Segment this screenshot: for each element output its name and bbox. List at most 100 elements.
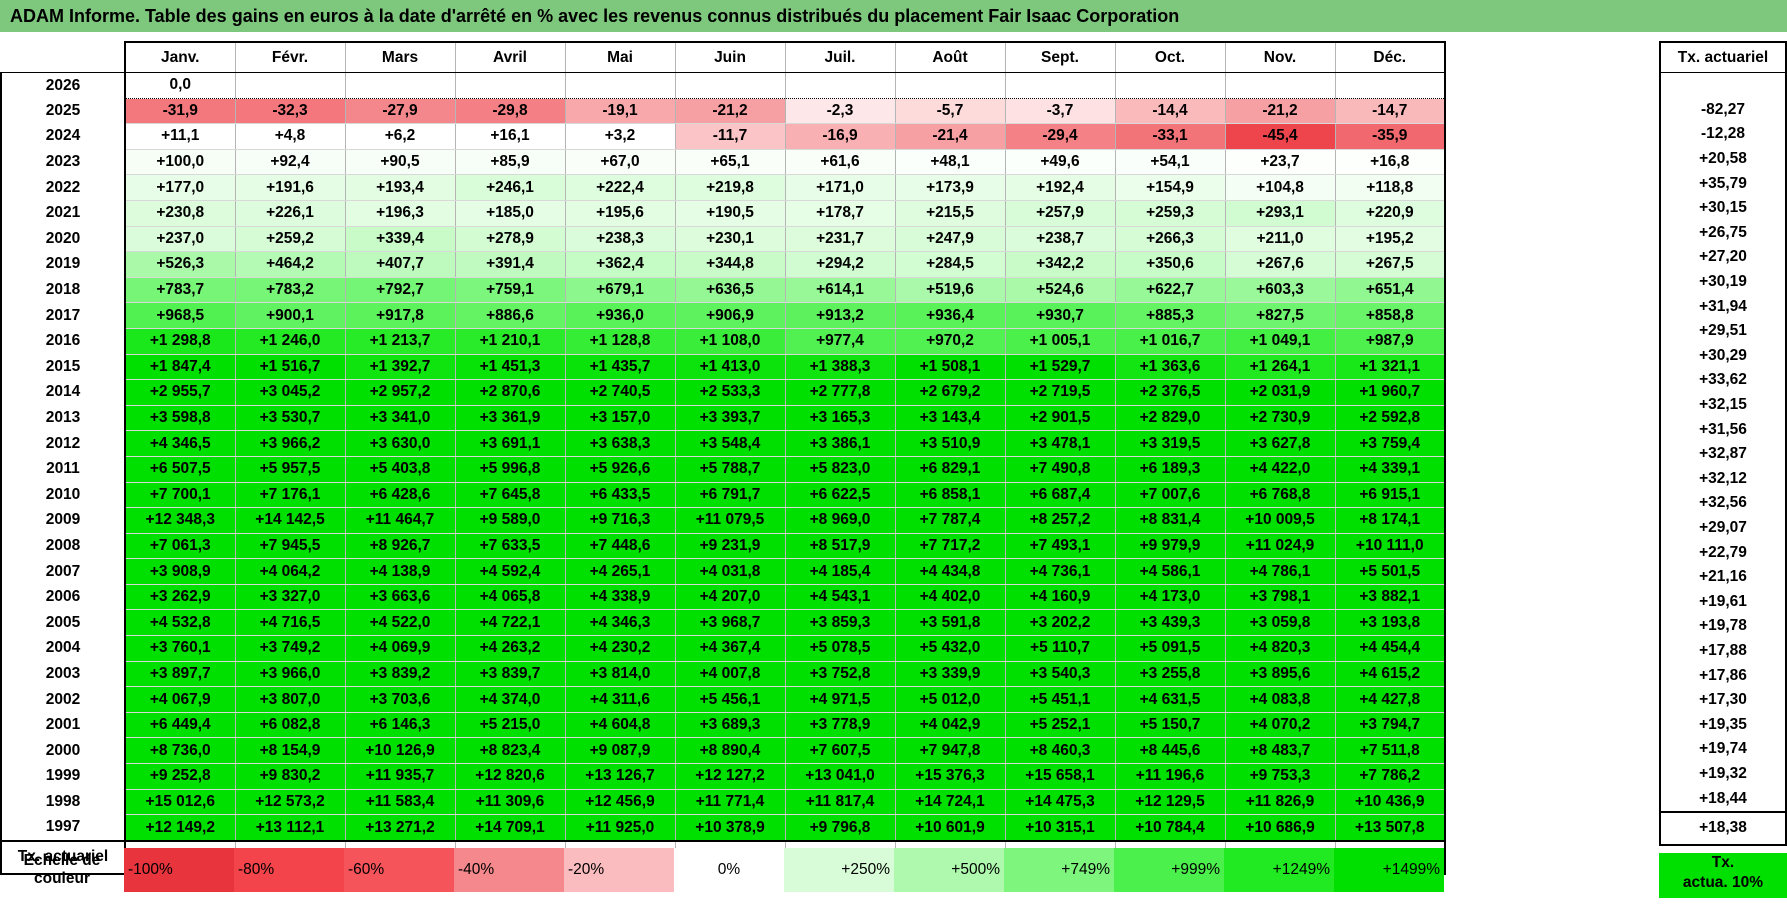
gain-cell: +4 067,9 bbox=[124, 686, 236, 713]
gain-cell: +11 925,0 bbox=[564, 814, 676, 842]
table-row: 1999 +9 252,8 +9 830,2 +11 935,7 +12 820,6 +1… bbox=[0, 763, 1446, 790]
gain-cell: -3,7 bbox=[1004, 98, 1116, 125]
gain-cell: +3 794,7 bbox=[1334, 712, 1446, 739]
color-scale-swatch: +250% bbox=[784, 848, 894, 892]
color-scale-swatch: +1249% bbox=[1224, 848, 1334, 892]
year-label: 2021 bbox=[0, 200, 126, 227]
gain-cell: +7 490,8 bbox=[1004, 456, 1116, 483]
gain-cell: +7 645,8 bbox=[454, 482, 566, 509]
gain-cell: +4 543,1 bbox=[784, 584, 896, 611]
gain-cell: +190,5 bbox=[674, 200, 786, 227]
year-label: 2005 bbox=[0, 609, 126, 636]
gain-cell: +54,1 bbox=[1114, 149, 1226, 176]
gain-cell: +3 759,4 bbox=[1334, 430, 1446, 457]
year-label: 2006 bbox=[0, 584, 126, 610]
gain-cell: +6 082,8 bbox=[234, 712, 346, 739]
gain-cell: +4 070,2 bbox=[1224, 712, 1336, 739]
gain-cell: +651,4 bbox=[1334, 277, 1446, 304]
rate-cell: +19,61 bbox=[1659, 589, 1787, 615]
gain-cell bbox=[1114, 72, 1226, 99]
gain-cell: +7 493,1 bbox=[1004, 533, 1116, 560]
gain-cell: -5,7 bbox=[894, 98, 1006, 125]
rate-row: +29,07 bbox=[1659, 515, 1787, 541]
rate-cell: +21,16 bbox=[1659, 564, 1787, 590]
table-row: 2020 +237,0 +259,2 +339,4 +278,9 +238,3 +230,1… bbox=[0, 226, 1446, 253]
table-row: 2025 -31,9 -32,3 -27,9 -29,8 -19,1 -21,2 -2,3 -5… bbox=[0, 98, 1446, 125]
rate-cell: +22,79 bbox=[1659, 540, 1787, 565]
gain-cell: +1 388,3 bbox=[784, 354, 896, 381]
gain-cell: +9 716,3 bbox=[564, 507, 676, 534]
gain-cell: +2 829,0 bbox=[1114, 405, 1226, 432]
gain-cell: +16,1 bbox=[454, 123, 566, 150]
gain-cell: -21,4 bbox=[894, 123, 1006, 150]
year-label: 2017 bbox=[0, 302, 126, 329]
gain-cell: +4 346,5 bbox=[124, 430, 236, 457]
gain-cell: +12 820,6 bbox=[454, 763, 566, 790]
gain-cell: +14 724,1 bbox=[894, 789, 1006, 816]
rate-cell: +17,30 bbox=[1659, 687, 1787, 713]
gain-cell: +246,1 bbox=[454, 174, 566, 201]
gain-cell: +8 154,9 bbox=[234, 737, 346, 765]
gain-cell: +293,1 bbox=[1224, 200, 1336, 227]
gain-cell: +1 516,7 bbox=[234, 354, 346, 381]
gain-cell: +294,2 bbox=[784, 251, 896, 278]
month-header-7: Juil. bbox=[784, 41, 896, 73]
year-label: 2019 bbox=[0, 251, 126, 278]
gain-cell bbox=[1004, 72, 1116, 99]
gain-cell: +10 784,4 bbox=[1114, 814, 1226, 842]
gain-cell: -21,2 bbox=[1224, 98, 1336, 125]
gain-cell: +100,0 bbox=[124, 149, 236, 176]
gain-cell: +2 740,5 bbox=[564, 379, 676, 406]
gain-cell: +2 870,6 bbox=[454, 379, 566, 406]
gain-cell: +1 363,6 bbox=[1114, 354, 1226, 381]
gain-cell: +4 786,1 bbox=[1224, 558, 1336, 585]
gain-cell: +3 630,0 bbox=[344, 430, 456, 457]
year-label: 2007 bbox=[0, 558, 126, 585]
gain-cell: +65,1 bbox=[674, 149, 786, 176]
table-row: 2005 +4 532,8 +4 716,5 +4 522,0 +4 722,1 +4 3… bbox=[0, 609, 1446, 637]
gain-cell: +3 897,7 bbox=[124, 661, 236, 688]
gain-cell: +526,3 bbox=[124, 251, 236, 278]
rate-row bbox=[1659, 72, 1787, 98]
gain-cell: +85,9 bbox=[454, 149, 566, 176]
gain-cell: -14,7 bbox=[1334, 98, 1446, 125]
rate-row: +30,19 bbox=[1659, 269, 1787, 295]
gain-cell: +7 061,3 bbox=[124, 533, 236, 560]
gain-cell: +603,3 bbox=[1224, 277, 1336, 304]
rate-row: +30,15 bbox=[1659, 195, 1787, 221]
gain-cell: +4 346,3 bbox=[564, 609, 676, 637]
rate-header: Tx. actuariel bbox=[1659, 41, 1787, 73]
gain-cell: +3 703,6 bbox=[344, 686, 456, 713]
rate-row: +19,78 bbox=[1659, 614, 1787, 639]
gain-cell: +3 689,3 bbox=[674, 712, 786, 739]
gain-cell: +3 319,5 bbox=[1114, 430, 1226, 457]
gain-cell: +2 901,5 bbox=[1004, 405, 1116, 432]
gain-cell: -2,3 bbox=[784, 98, 896, 125]
gains-table: Janv. Févr. Mars Avril Mai Juin Juil. Août Sept.… bbox=[0, 41, 1446, 875]
table-row: 2004 +3 760,1 +3 749,2 +4 069,9 +4 263,2 +4 2… bbox=[0, 635, 1446, 662]
gain-cell: +230,1 bbox=[674, 226, 786, 253]
rate-cell: +30,29 bbox=[1659, 343, 1787, 369]
table-row: 2019 +526,3 +464,2 +407,7 +391,4 +362,4 +344,8… bbox=[0, 251, 1446, 278]
gain-cell: +12 348,3 bbox=[124, 507, 236, 534]
rate-cell: +32,56 bbox=[1659, 491, 1787, 516]
rate-row: +18,44 bbox=[1659, 786, 1787, 812]
table-row: 2011 +6 507,5 +5 957,5 +5 403,8 +5 996,8 +5 9… bbox=[0, 456, 1446, 483]
gain-cell: +211,0 bbox=[1224, 226, 1336, 253]
gain-cell: +10 126,9 bbox=[344, 737, 456, 765]
gain-cell: +5 403,8 bbox=[344, 456, 456, 483]
gain-cell: +278,9 bbox=[454, 226, 566, 253]
gain-cell: +4 434,8 bbox=[894, 558, 1006, 585]
gain-cell: +7 700,1 bbox=[124, 482, 236, 509]
gain-cell: +3 341,0 bbox=[344, 405, 456, 432]
year-label: 2008 bbox=[0, 533, 126, 559]
table-row: 2000 +8 736,0 +8 154,9 +10 126,9 +8 823,4 +9 … bbox=[0, 737, 1446, 765]
gain-cell: +1 960,7 bbox=[1334, 379, 1446, 406]
color-scale-swatch: +999% bbox=[1114, 848, 1224, 892]
color-scale-swatch: +1499% bbox=[1334, 848, 1444, 892]
gain-cell: +15 658,1 bbox=[1004, 763, 1116, 790]
gain-cell: +4 311,6 bbox=[564, 686, 676, 713]
gain-cell: +4 265,1 bbox=[564, 558, 676, 585]
gain-cell: +524,6 bbox=[1004, 277, 1116, 304]
gain-cell: +196,3 bbox=[344, 200, 456, 227]
